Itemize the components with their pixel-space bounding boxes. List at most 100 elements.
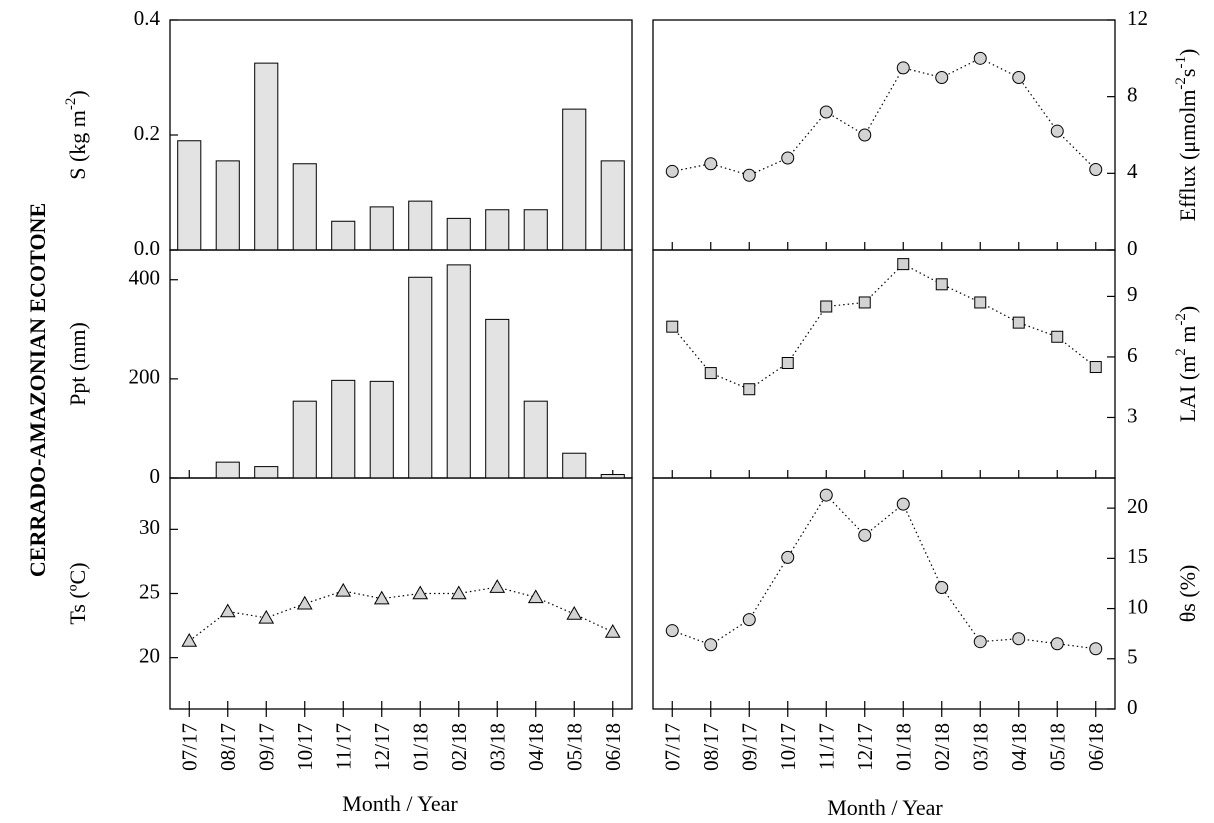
- x-tick-label-theta_s: 10/17: [776, 723, 800, 771]
- x-tick-label-theta_s: 09/17: [737, 723, 761, 771]
- point-Efflux-06-18: [1089, 163, 1103, 176]
- point-Efflux-10-17: [781, 151, 795, 165]
- y-tick-label-Ppt: 400: [129, 266, 161, 290]
- bar-Ppt-09-17: [254, 466, 279, 479]
- y-tick-label-theta_s: 15: [1127, 544, 1148, 568]
- point-theta_s-01-18: [896, 497, 910, 511]
- y-axis-title-part: ): [1175, 49, 1200, 56]
- panel-LAI: 3 6 9 LAI (m2 m-2): [652, 249, 1200, 479]
- plot-frame-LAI: [652, 249, 1116, 479]
- point-theta_s-05-18: [1050, 637, 1064, 651]
- x-tick-label-Ts: 02/18: [447, 723, 471, 771]
- y-axis-title-part: Ppt (mm): [65, 322, 90, 406]
- y-tick-label-Efflux: 4: [1127, 159, 1138, 183]
- point-Ts-04-18: [527, 589, 544, 604]
- y-tick-label-theta_s: 10: [1127, 594, 1148, 618]
- point-LAI-08-17: [704, 367, 717, 380]
- bar-Ppt-08-17: [215, 461, 240, 479]
- x-tick-label-theta_s: 07/17: [660, 723, 684, 771]
- y-tick-label-theta_s: 20: [1127, 494, 1148, 518]
- series-line-Ts: [188, 586, 614, 642]
- x-tick-label-Ts: 12/17: [370, 723, 394, 771]
- y-axis-title-sup: 2: [1173, 348, 1189, 356]
- x-tick-label-Ts: 01/18: [408, 723, 432, 771]
- y-tick-label-Ppt: 200: [129, 365, 161, 389]
- y-axis-title-LAI: LAI (m2 m-2): [1173, 306, 1200, 423]
- y-axis-title-part: m: [1175, 326, 1200, 349]
- series-line-Efflux: [672, 57, 1097, 176]
- y-axis-title-part: ): [65, 90, 90, 97]
- y-axis-title-sup: -2: [1173, 77, 1189, 90]
- bar-S-04-18: [523, 209, 548, 251]
- bar-Ppt-05-18: [562, 452, 587, 479]
- y-axis-title-part: Ts (ºC): [65, 562, 90, 624]
- y-axis-title-part: LAI (m: [1175, 356, 1200, 423]
- point-theta_s-07-17: [665, 624, 679, 638]
- y-axis-title-Ppt: Ppt (mm): [65, 322, 90, 406]
- point-Ts-02-18: [450, 585, 467, 600]
- x-tick-label-theta_s: 01/18: [891, 723, 915, 771]
- plot-frame-Ts: [169, 477, 633, 710]
- bar-S-08-17: [215, 160, 240, 251]
- point-LAI-06-18: [1089, 361, 1102, 374]
- y-axis-title-sup: -2: [1173, 313, 1189, 326]
- x-axis-title-left: Month / Year: [342, 791, 458, 816]
- panel-Ts: 20 25 30 07/17 08/17 09/17 10/17 11/17 12/17 01/1…: [65, 477, 633, 771]
- y-tick-label-Efflux: 8: [1127, 82, 1138, 106]
- bar-S-10-17: [292, 163, 317, 251]
- series-line-LAI: [671, 263, 1097, 390]
- point-Ts-06-18: [604, 623, 621, 638]
- bar-S-05-18: [562, 108, 587, 251]
- x-tick-label-Ts: 06/18: [601, 723, 625, 771]
- x-tick-label-Ts: 11/17: [331, 723, 355, 770]
- point-Efflux-07-17: [665, 164, 679, 178]
- y-tick-label-theta_s: 5: [1127, 645, 1138, 669]
- point-Efflux-02-18: [935, 71, 949, 84]
- y-axis-title-Ts: Ts (ºC): [65, 562, 90, 624]
- y-tick-label-theta_s: 0: [1127, 695, 1138, 719]
- point-Ts-12-17: [373, 590, 390, 605]
- bar-S-07-17: [177, 140, 202, 251]
- y-axis-title-theta_s: θs (%): [1175, 565, 1200, 623]
- plot-frame-Ppt: [169, 249, 633, 479]
- x-tick-label-theta_s: 04/18: [1007, 723, 1031, 771]
- point-Ts-11-17: [335, 582, 352, 597]
- bar-Ppt-03-18: [485, 318, 510, 479]
- point-Efflux-04-18: [1012, 71, 1026, 84]
- x-tick-label-Ts: 04/18: [524, 723, 548, 771]
- point-Efflux-05-18: [1050, 124, 1064, 138]
- bar-S-01-18: [408, 200, 433, 251]
- y-axis-title-part: θs (%): [1175, 565, 1200, 623]
- bar-S-03-18: [485, 209, 510, 251]
- y-tick-label-Efflux: 0: [1127, 236, 1138, 260]
- y-tick-label-LAI: 3: [1127, 403, 1138, 427]
- x-tick-label-Ts: 03/18: [485, 723, 509, 771]
- y-axis-title-part: Efflux (μmolm: [1175, 90, 1200, 222]
- point-LAI-07-17: [666, 320, 679, 333]
- point-LAI-05-18: [1051, 330, 1064, 343]
- point-theta_s-02-18: [935, 580, 949, 594]
- y-tick-label-Ppt: 0: [150, 464, 161, 488]
- point-Ts-03-18: [489, 579, 506, 593]
- bar-Ppt-12-17: [369, 380, 394, 479]
- y-tick-label-S: 0.2: [134, 121, 160, 145]
- x-tick-label-theta_s: 03/18: [968, 723, 992, 771]
- bar-S-09-17: [254, 62, 279, 251]
- point-LAI-09-17: [743, 383, 756, 396]
- x-tick-label-theta_s: 08/17: [699, 723, 723, 771]
- bar-S-12-17: [369, 206, 394, 251]
- y-tick-label-Efflux: 12: [1127, 6, 1148, 30]
- x-tick-label-theta_s: 05/18: [1045, 723, 1069, 771]
- x-tick-label-theta_s: 02/18: [930, 723, 954, 771]
- point-Efflux-03-18: [973, 51, 987, 65]
- bar-Ppt-01-18: [408, 276, 433, 479]
- point-theta_s-10-17: [781, 550, 795, 564]
- x-tick-label-Ts: 09/17: [254, 723, 278, 771]
- point-Ts-09-17: [258, 609, 275, 624]
- y-tick-label-S: 0.0: [134, 236, 160, 260]
- plot-frame-theta_s: [652, 477, 1116, 710]
- x-tick-label-Ts: 10/17: [293, 723, 317, 771]
- bar-Ppt-11-17: [331, 379, 356, 479]
- point-Efflux-11-17: [819, 105, 833, 119]
